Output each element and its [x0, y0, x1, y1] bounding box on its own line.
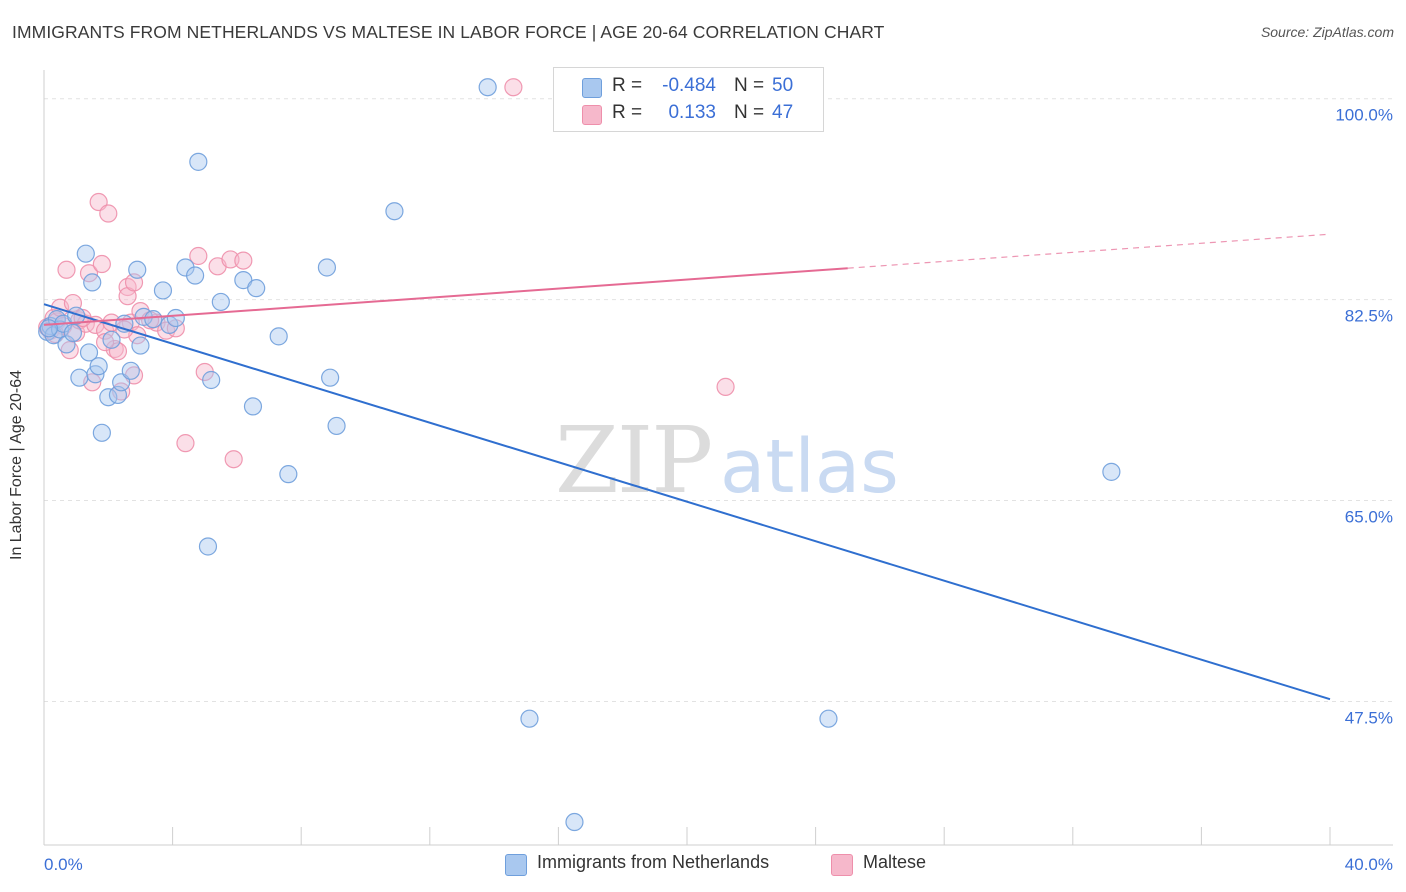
netherlands-point — [153, 281, 173, 300]
netherlands-point — [144, 310, 163, 329]
n-label: N = — [734, 75, 765, 96]
netherlands-point — [76, 244, 95, 263]
x-tick-labels: 0.0% 40.0% — [44, 855, 1393, 874]
netherlands-point — [247, 279, 266, 298]
maltese-point — [504, 78, 523, 97]
gridlines — [44, 98, 1393, 702]
netherlands-point — [102, 330, 121, 349]
stats-row-netherlands: R = -0.484 N = 50 — [554, 75, 823, 101]
netherlands-point — [385, 202, 404, 221]
netherlands-point — [819, 709, 838, 728]
blue-swatch — [505, 854, 527, 876]
netherlands-point — [92, 423, 111, 442]
netherlands-point — [186, 266, 205, 285]
netherlands-point — [327, 416, 346, 436]
maltese-trend-line-dashed — [847, 233, 1331, 269]
pink-swatch — [831, 854, 853, 876]
r-value: 0.133 — [668, 102, 716, 123]
maltese-point — [176, 434, 195, 453]
chart-title: IMMIGRANTS FROM NETHERLANDS VS MALTESE I… — [12, 22, 885, 42]
netherlands-point — [57, 335, 76, 354]
y-tick-label: 65.0% — [1345, 508, 1393, 527]
netherlands-point — [121, 361, 140, 380]
netherlands-point — [166, 308, 185, 328]
y-tick-label: 100.0% — [1335, 106, 1393, 125]
netherlands-point — [63, 323, 83, 343]
pink-swatch — [582, 105, 602, 125]
netherlands-point — [131, 336, 150, 355]
maltese-point — [221, 250, 240, 269]
maltese-point — [99, 204, 118, 223]
netherlands-point — [79, 343, 99, 362]
series-legend: Immigrants from Netherlands Maltese — [0, 852, 1406, 878]
netherlands-point — [1102, 462, 1121, 481]
y-tick-label: 47.5% — [1345, 708, 1393, 727]
netherlands-point — [234, 271, 253, 290]
legend-label: Immigrants from Netherlands — [537, 852, 770, 872]
netherlands-point — [189, 152, 208, 171]
netherlands-point — [70, 368, 89, 387]
netherlands-point — [317, 258, 337, 277]
netherlands-point — [89, 357, 108, 376]
stats-legend: R = -0.484 N = 50 R = 0.133 N = 47 — [553, 67, 824, 132]
netherlands-point — [202, 370, 221, 390]
maltese-point — [57, 260, 76, 279]
maltese-point — [92, 254, 111, 274]
maltese-point — [716, 377, 735, 396]
netherlands-point — [565, 812, 584, 832]
r-value: -0.484 — [662, 75, 716, 96]
netherlands-point — [478, 78, 497, 97]
maltese-trend-line — [43, 267, 848, 326]
netherlands-point — [39, 319, 58, 338]
watermark-atlas: atlas — [720, 424, 899, 510]
y-tick-label: 82.5% — [1345, 307, 1393, 326]
maltese-point — [118, 277, 137, 297]
n-label: N = — [734, 102, 765, 123]
netherlands-point — [243, 397, 263, 416]
legend-label: Maltese — [863, 852, 927, 872]
watermark-zip: ZIP — [555, 407, 711, 514]
maltese-point — [224, 450, 243, 469]
maltese-point — [108, 342, 128, 361]
stats-row-maltese: R = 0.133 N = 47 — [554, 102, 823, 128]
netherlands-point — [321, 368, 340, 387]
x-tick-label: 40.0% — [1345, 855, 1393, 874]
r-label: R = — [612, 102, 643, 123]
netherlands-point — [269, 327, 288, 346]
netherlands-trend-line — [43, 303, 1331, 701]
y-tick-labels: 47.5% 65.0% 82.5% 100.0% — [1335, 106, 1393, 728]
netherlands-point — [198, 537, 218, 556]
netherlands-point — [211, 292, 230, 312]
maltese-point — [60, 341, 79, 360]
blue-swatch — [582, 78, 602, 98]
maltese-point — [234, 251, 253, 270]
n-value: 50 — [772, 75, 794, 96]
netherlands-point — [520, 709, 539, 728]
axes — [43, 70, 1393, 846]
r-label: R = — [612, 75, 643, 96]
netherlands-point — [279, 465, 298, 484]
x-tick-label: 0.0% — [44, 855, 83, 874]
n-value: 47 — [772, 102, 794, 123]
source-credit: Source: ZipAtlas.com — [1260, 24, 1394, 40]
netherlands-point — [128, 260, 147, 279]
maltese-point — [189, 246, 208, 266]
maltese-point — [131, 302, 150, 321]
netherlands-point — [83, 273, 102, 292]
trend-lines — [43, 233, 1331, 701]
